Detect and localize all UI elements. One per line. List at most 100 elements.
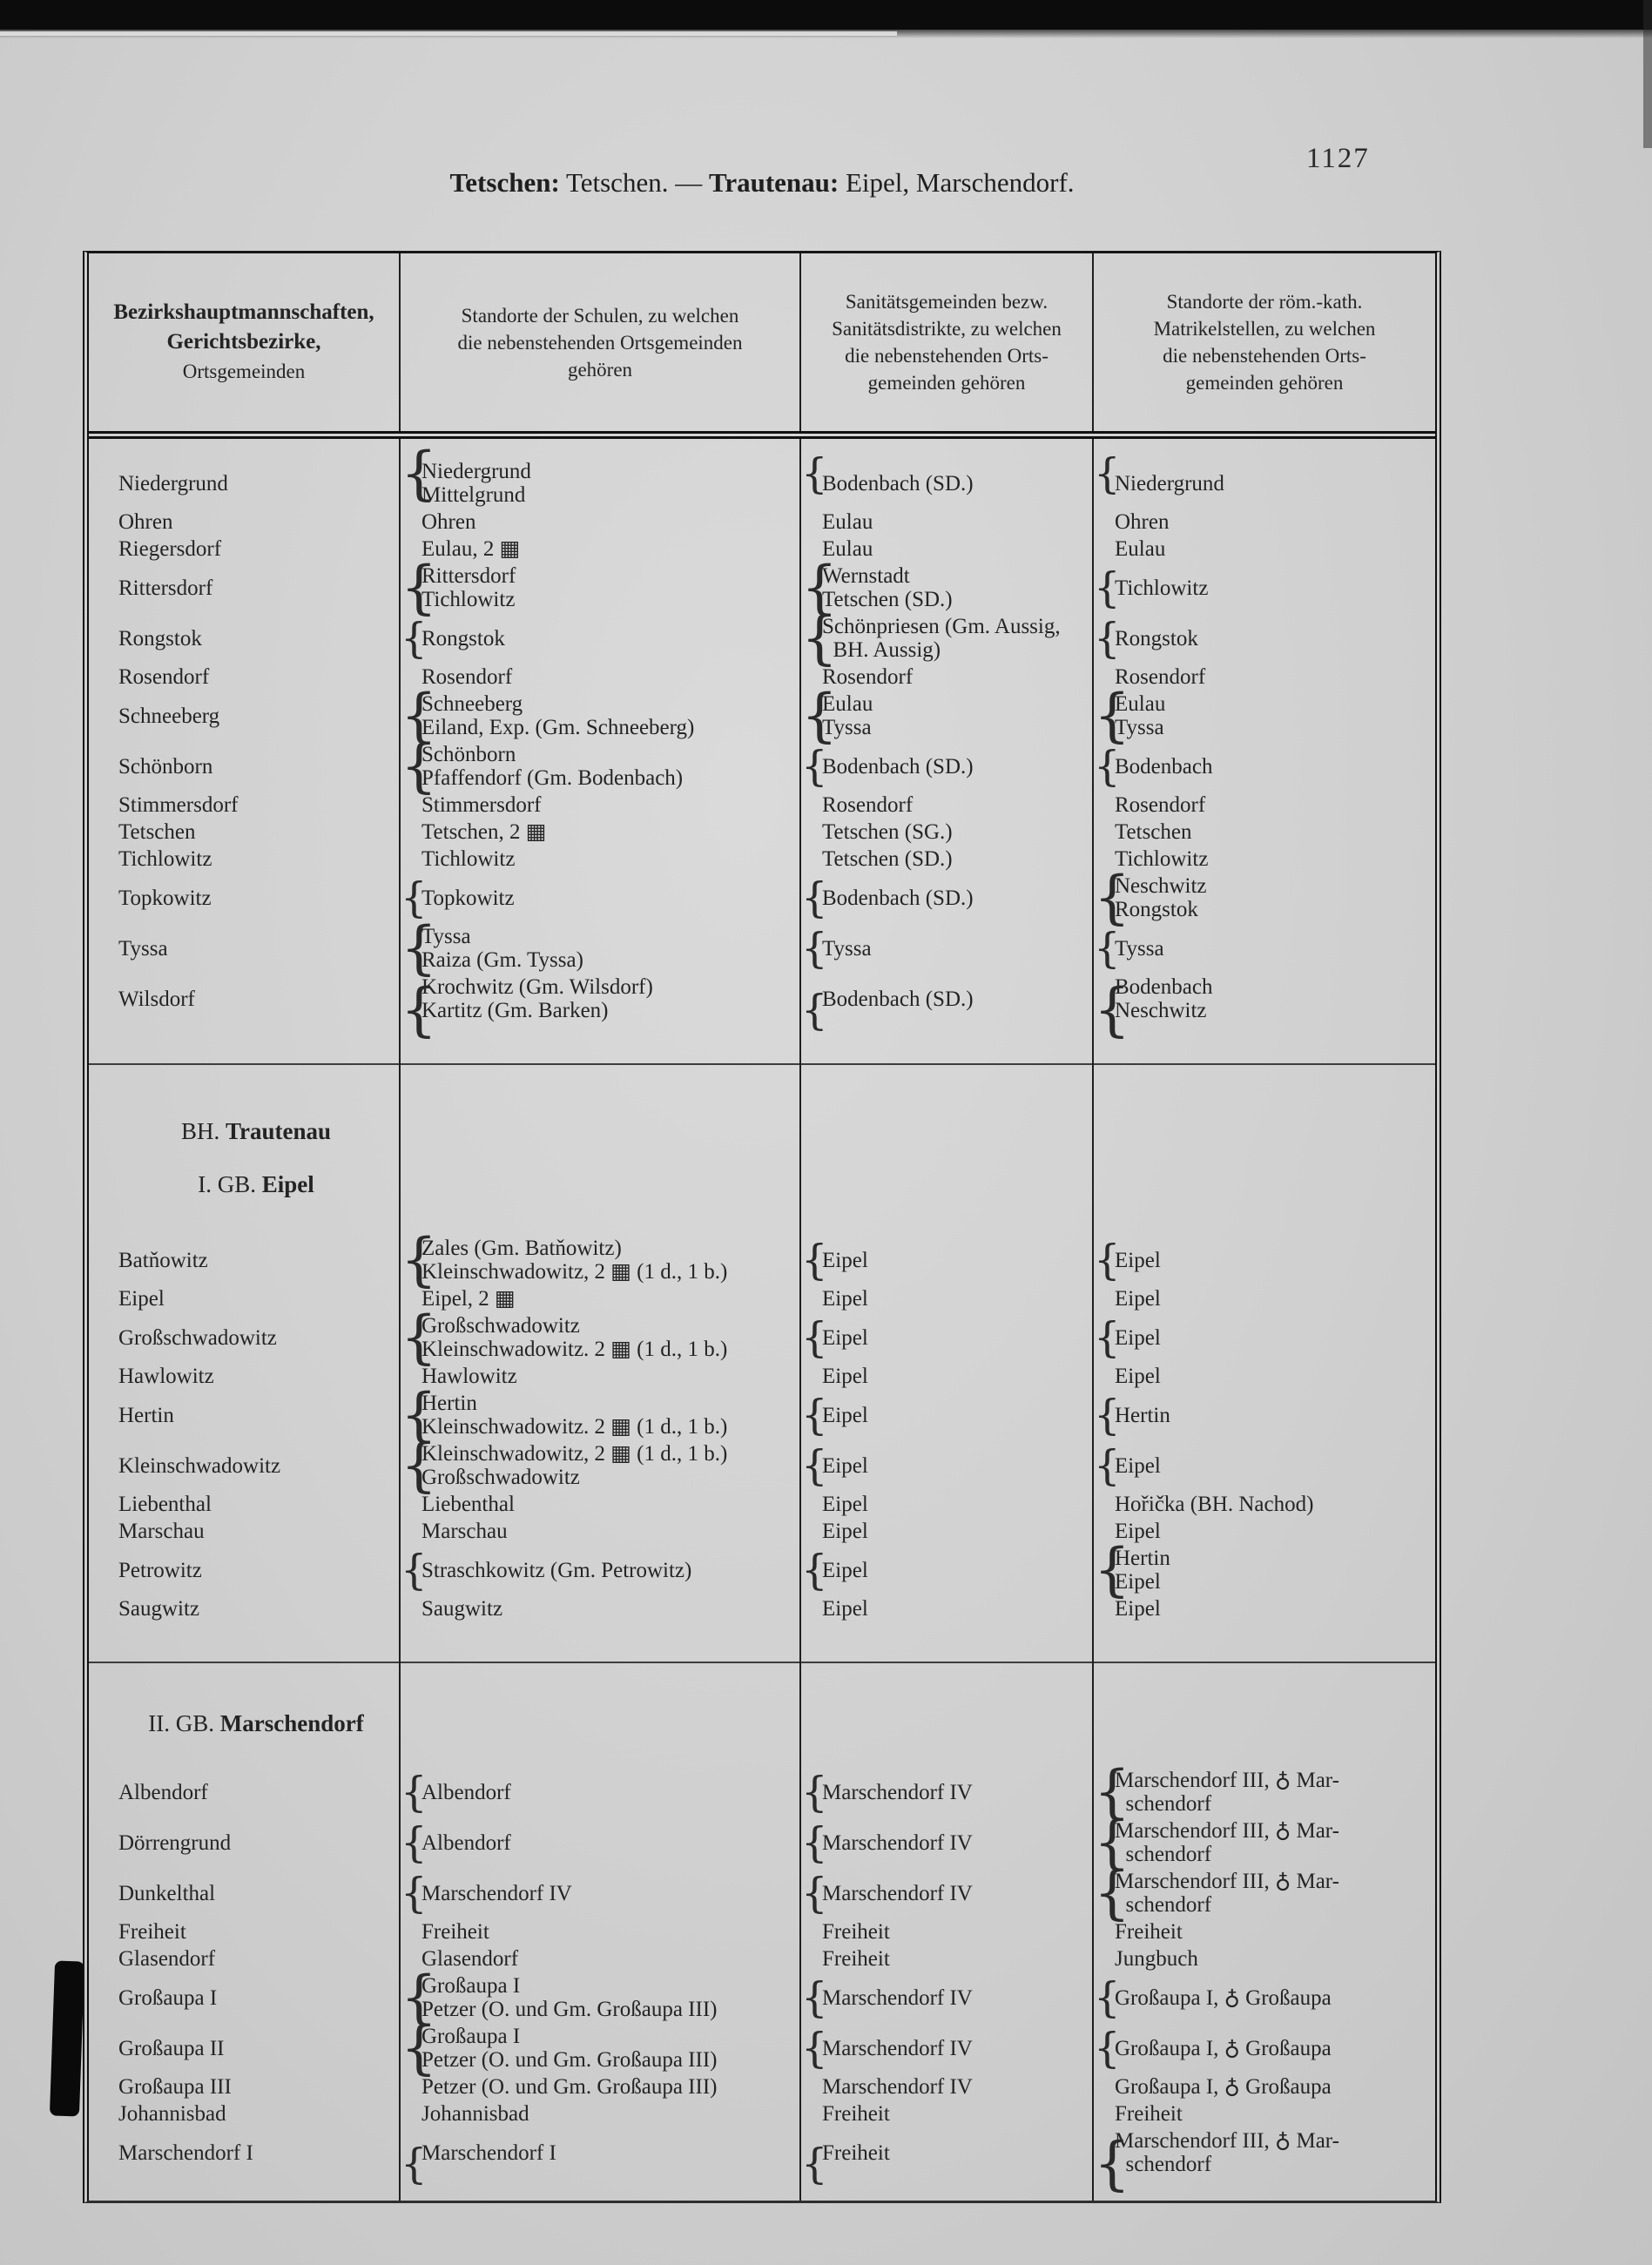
cell-ortsgemeinde: Johannisbad (89, 2100, 401, 2127)
place-name: Eipel, 2 ▦ (421, 1287, 516, 1311)
table-row: Niedergrund{Niedergrund Mittelgrund{Boden… (89, 439, 1435, 509)
place-name: Eulau (1115, 537, 1166, 561)
place-name: Albendorf (421, 1780, 511, 1804)
cell-ortsgemeinde: Hertin (89, 1390, 401, 1440)
cell-matrikelstelle (1094, 1082, 1435, 1235)
place-name: schendorf (1115, 2153, 1212, 2176)
table-row: Kleinschwadowitz {Kleinschwadowitz, 2 ▦ (… (89, 1437, 1435, 1494)
place-name: Ohren (118, 510, 173, 534)
table-row: Glasendorf Glasendorf Freiheit Jungbuch (89, 1945, 1435, 1972)
place-name: Eipel (1115, 1325, 1161, 1350)
cell-schulort (401, 1047, 801, 1082)
table-row: Riegersdorf Eulau, 2 ▦ Eulau Eulau (89, 536, 1435, 563)
cell-sanitaetsgemeinde: {Marschendorf IV (801, 1817, 1094, 1868)
place-name: Pfaffendorf (Gm. Bodenbach) (421, 766, 684, 790)
place-name: Kleinschwadowitz, 2 ▦ (1 d., 1 b.) (421, 1260, 728, 1284)
place-name: Wernstadt (822, 564, 910, 588)
cell-schulort: Johannisbad (401, 2100, 801, 2127)
cell-schulort: Ohren (401, 509, 801, 536)
place-name: Jungbuch (1115, 1947, 1198, 1971)
cell-sanitaetsgemeinde: {Tyssa (801, 923, 1094, 974)
separator-line (1094, 1063, 1435, 1065)
place-name: Marschendorf I (421, 2140, 556, 2165)
table-row: Batňowitz {Zales (Gm. Batňowitz) Kleinschw… (89, 1231, 1435, 1289)
place-name: Marschendorf I (118, 2140, 253, 2165)
place-name: Großaupa I (118, 1985, 218, 2010)
place-name: Krochwitz (Gm. Wilsdorf) (421, 975, 653, 999)
separator-line (401, 1662, 799, 1663)
cell-schulort: Hawlowitz (401, 1363, 801, 1390)
place-name: Marschendorf IV (822, 2036, 973, 2060)
cell-sanitaetsgemeinde: Eipel (801, 1363, 1094, 1390)
place-name: Tichlowitz (421, 847, 516, 871)
cell-schulort (401, 1680, 801, 1767)
separator-line (89, 1662, 399, 1663)
cell-schulort: {Albendorf (401, 1817, 801, 1868)
cell-schulort: {Schönborn Pfaffendorf (Gm. Bodenbach) (401, 738, 801, 795)
cell-ortsgemeinde: Riegersdorf (89, 536, 401, 563)
place-name: Eulau (822, 510, 873, 534)
place-name: Marschendorf IV (822, 1830, 973, 1855)
place-name: Tetschen (SD.) (822, 847, 953, 871)
table-row: Marschau Marschau Eipel Eipel (89, 1518, 1435, 1545)
table-row: Schönborn{Schönborn Pfaffendorf (Gm. Bode… (89, 738, 1435, 795)
cell-schulort: Saugwitz (401, 1595, 801, 1645)
table-row: Dunkelthal{Marschendorf IV{Marschendorf … (89, 1864, 1435, 1922)
place-name: Marschendorf III, ♁ Mar- (1115, 2129, 1339, 2153)
place-name: Hertin (1115, 1403, 1170, 1427)
table-row: Tichlowitz Tichlowitz Tetschen (SD.) Tichlo… (89, 846, 1435, 873)
cell-schulort: {Marschendorf IV (401, 1868, 801, 1918)
section-heading-prefix: II. GB. (148, 1709, 220, 1736)
place-name: Tyssa (118, 936, 168, 961)
place-name: Eulau (822, 692, 873, 716)
place-name: Kartitz (Gm. Barken) (421, 999, 609, 1022)
cell-ortsgemeinde: Batňowitz (89, 1235, 401, 1285)
place-name: Freiheit (1115, 2102, 1183, 2126)
cell-ortsgemeinde: Niedergrund (89, 439, 401, 509)
cell-matrikelstelle: Hořička (BH. Nachod) (1094, 1491, 1435, 1518)
cell-schulort: {Krochwitz (Gm. Wilsdorf) Kartitz (Gm. Ba… (401, 974, 801, 1047)
place-name: schendorf (1115, 1893, 1212, 1917)
cell-matrikelstelle: {Marschendorf III, ♁ Mar- schendorf (1094, 1864, 1435, 1922)
cell-matrikelstelle: {Neschwitz Rongstok (1094, 869, 1435, 927)
cell-sanitaetsgemeinde: Eipel (801, 1285, 1094, 1312)
cell-sanitaetsgemeinde (801, 1645, 1094, 1680)
cell-sanitaetsgemeinde: {Marschendorf IV (801, 1972, 1094, 2023)
cell-matrikelstelle: {Niedergrund (1094, 439, 1435, 509)
place-name: Rongstok (1115, 898, 1198, 921)
table-row: Rittersdorf{Rittersdorf Tichlowitz{Wernst… (89, 559, 1435, 617)
table-row: Petrowitz{Straschkowitz (Gm. Petrowitz){… (89, 1541, 1435, 1599)
scan-edge-right (1643, 0, 1652, 148)
cell-sanitaetsgemeinde: Eipel (801, 1595, 1094, 1645)
table-row: Eipel Eipel, 2 ▦ Eipel Eipel (89, 1285, 1435, 1312)
place-name: Eipel (118, 1287, 165, 1311)
cell-matrikelstelle: Großaupa I, ♁ Großaupa (1094, 2073, 1435, 2100)
cell-ortsgemeinde: Petrowitz (89, 1545, 401, 1595)
table-header-row: Bezirkshauptmannschaften, Gerichtsbezirk… (89, 253, 1435, 439)
place-name: Hawlowitz (421, 1365, 517, 1388)
place-name: Tetschen, 2 ▦ (421, 820, 547, 844)
cell-sanitaetsgemeinde: Tetschen (SD.) (801, 846, 1094, 873)
place-name: Hertin (1115, 1547, 1170, 1570)
place-name: Rosendorf (1115, 793, 1206, 817)
cell-schulort: Rosendorf (401, 664, 801, 691)
title-text: Tetschen. — (559, 167, 709, 198)
cell-sanitaetsgemeinde: {Eipel (801, 1312, 1094, 1363)
cell-ortsgemeinde: Rittersdorf (89, 563, 401, 613)
table-row: Großaupa I{Großaupa I Petzer (O. und Gm. … (89, 1969, 1435, 2026)
cell-matrikelstelle: {Marschendorf III, ♁ Mar- schendorf (1094, 2127, 1435, 2201)
place-name: Eipel (822, 1325, 868, 1350)
cell-matrikelstelle: Freiheit (1094, 2100, 1435, 2127)
table-row: Marschendorf I{Marschendorf I{Freiheit{M… (89, 2127, 1435, 2201)
table-row: Tyssa{Tyssa Raiza (Gm. Tyssa){Tyssa{Tyssa (89, 920, 1435, 977)
cell-sanitaetsgemeinde: {Freiheit (801, 2127, 1094, 2201)
place-name: Niedergrund (421, 460, 531, 483)
cell-schulort: {Straschkowitz (Gm. Petrowitz) (401, 1545, 801, 1595)
cell-matrikelstelle: {Hertin (1094, 1390, 1435, 1440)
place-name: Schneeberg (421, 692, 523, 716)
header-bezirkshauptmannschaften: Bezirkshauptmannschaften, Gerichtsbezirk… (89, 253, 401, 431)
place-name: Marschendorf III, ♁ Mar- (1115, 1870, 1339, 1893)
cell-schulort: {Rongstok (401, 613, 801, 664)
separator-line (89, 1063, 399, 1065)
section-heading-name: Trautenau (226, 1118, 332, 1144)
